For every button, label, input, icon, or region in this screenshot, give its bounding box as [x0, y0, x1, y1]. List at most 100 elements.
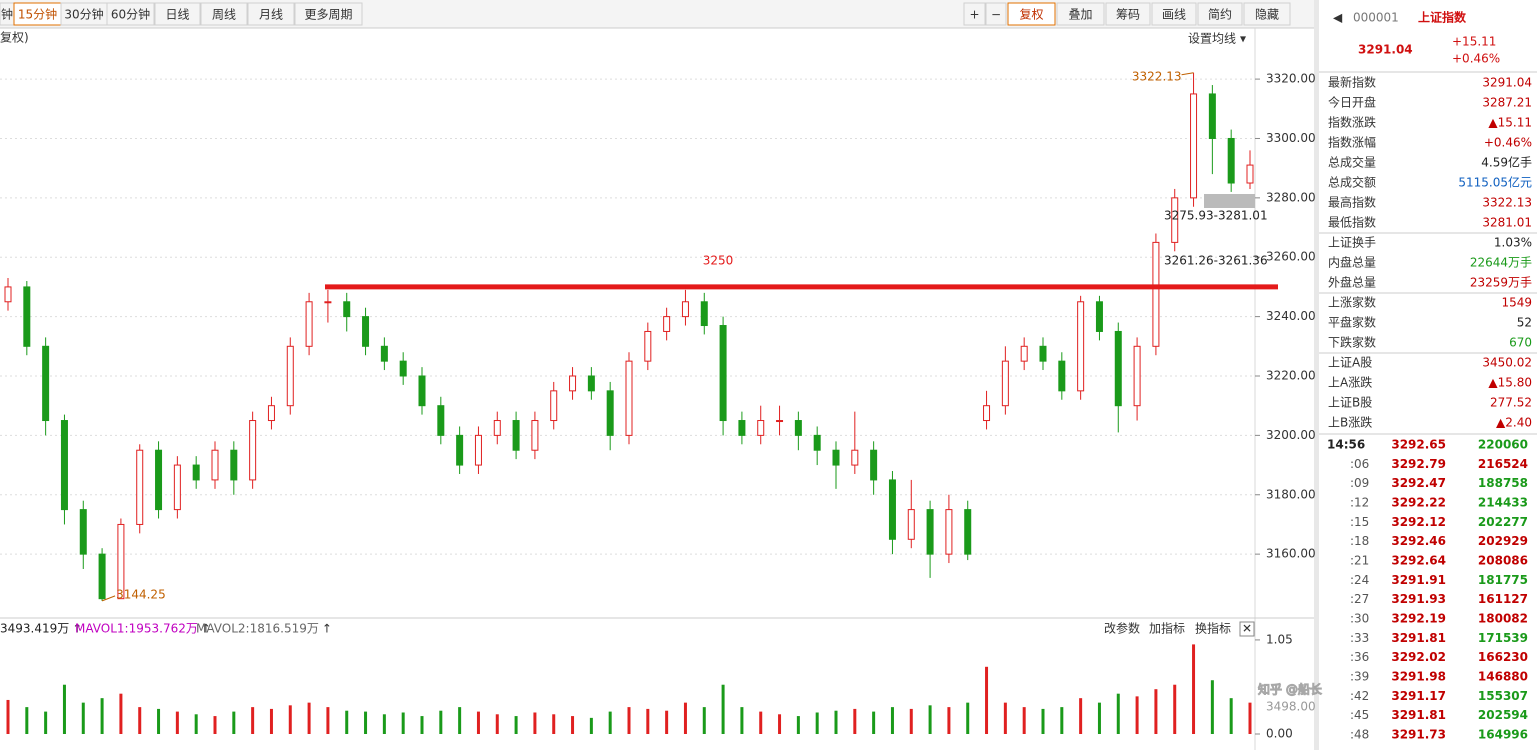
ma-settings[interactable]: 设置均线: [1188, 32, 1236, 46]
volume-tick-label: 1.05: [1266, 632, 1293, 646]
tick-price: 3292.64: [1391, 553, 1446, 567]
volume-bar: [589, 717, 593, 734]
tick-price: 3291.81: [1391, 631, 1446, 645]
period-tab[interactable]: [294, 2, 363, 26]
tool-button[interactable]: [1151, 2, 1197, 26]
tool-button[interactable]: [985, 2, 1007, 26]
volume-bar: [138, 707, 142, 734]
volume-bar: [269, 708, 273, 734]
tool-label[interactable]: 画线: [1162, 8, 1186, 22]
quote-name: 上证指数: [1418, 10, 1467, 25]
indicator-button[interactable]: 换指标: [1195, 621, 1231, 636]
info-label: 上证B股: [1328, 396, 1372, 410]
info-value: 5115.05亿元: [1458, 175, 1532, 190]
range-label: 3261.26-3261.36: [1164, 254, 1268, 268]
period-label[interactable]: 日线: [165, 8, 189, 22]
volume-bar: [928, 705, 932, 734]
tool-button[interactable]: [1243, 2, 1291, 26]
tick-volume: 181775: [1478, 573, 1528, 587]
volume-bar: [778, 714, 782, 734]
tick-price: 3292.79: [1391, 457, 1446, 471]
tool-button[interactable]: [1197, 2, 1243, 26]
candle-body: [249, 420, 257, 481]
tick-volume: 202594: [1478, 708, 1528, 722]
tool-button[interactable]: [1007, 2, 1056, 26]
legend-arrow: ↑: [322, 622, 332, 636]
candle-body: [606, 390, 614, 436]
tool-label[interactable]: +: [969, 8, 979, 22]
volume-bar: [740, 707, 744, 734]
tool-label[interactable]: 隐藏: [1255, 8, 1279, 22]
tick-volume: 202277: [1478, 515, 1528, 529]
volume-bar: [251, 707, 255, 734]
tool-label[interactable]: 复权: [1019, 8, 1043, 22]
close-box[interactable]: [1239, 621, 1255, 637]
y-tick-label: 3320.00: [1266, 72, 1316, 86]
info-value: 670: [1509, 336, 1532, 350]
y-tick-label: 3280.00: [1266, 190, 1316, 204]
volume-bar: [401, 712, 405, 734]
volume-bar: [1135, 696, 1139, 734]
quote-code: 000001: [1353, 11, 1399, 25]
candle-body: [1020, 345, 1028, 362]
period-label[interactable]: 30分钟: [64, 7, 103, 22]
resistance-label: 3250: [703, 253, 734, 267]
volume-legend: MAVOL2:1816.519万: [196, 622, 319, 636]
period-tab[interactable]: [154, 2, 201, 26]
range-label: 3275.93-3281.01: [1164, 209, 1268, 223]
candle-body: [719, 325, 727, 422]
candle-body: [625, 360, 633, 436]
volume-bar: [81, 702, 85, 734]
watermark: 知乎 @船长: [1258, 683, 1322, 697]
candle-body: [380, 345, 388, 362]
volume-bar: [1173, 684, 1177, 734]
indicator-button[interactable]: 加指标: [1149, 621, 1185, 636]
period-label[interactable]: 60分钟: [111, 7, 150, 22]
period-label[interactable]: 周线: [212, 8, 236, 22]
tool-label[interactable]: 筹码: [1116, 8, 1140, 22]
tool-label[interactable]: 叠加: [1068, 8, 1092, 22]
candle-body: [399, 360, 407, 377]
tool-button[interactable]: [1105, 2, 1151, 26]
volume-legend: MAVOL1:1953.762万: [75, 622, 198, 636]
volume-bar: [759, 711, 763, 734]
price-highlight: [1204, 194, 1255, 208]
close-icon[interactable]: ✕: [1242, 622, 1252, 636]
tick-price: 3291.91: [1391, 573, 1446, 587]
volume-bar: [966, 702, 970, 734]
tool-button[interactable]: [963, 2, 986, 26]
candle-body: [136, 449, 144, 525]
tool-button[interactable]: [1056, 2, 1105, 26]
candle-body: [738, 420, 746, 436]
tick-volume: 164996: [1478, 727, 1528, 741]
volume-bar: [288, 705, 292, 734]
tool-label[interactable]: 简约: [1208, 7, 1232, 22]
candle-body: [512, 420, 520, 451]
candle-body: [587, 375, 595, 392]
tool-label[interactable]: −: [991, 8, 1001, 22]
candle-body: [362, 316, 370, 347]
period-tab[interactable]: [200, 2, 248, 26]
period-label[interactable]: 15分钟: [18, 7, 57, 22]
volume-bar: [382, 714, 386, 734]
tick-volume: 180082: [1478, 611, 1528, 625]
candle-body: [757, 420, 765, 436]
candle-body: [211, 449, 219, 481]
period-label[interactable]: 钟: [1, 7, 13, 22]
period-label[interactable]: 更多周期: [304, 8, 352, 22]
volume-bar: [420, 716, 424, 734]
period-tab[interactable]: [247, 2, 295, 26]
period-tab[interactable]: [106, 2, 155, 26]
candle-body: [192, 464, 200, 481]
volume-bar: [1079, 698, 1083, 734]
indicator-button[interactable]: 改参数: [1104, 621, 1140, 636]
period-label[interactable]: 月线: [259, 8, 283, 22]
volume-bar: [6, 699, 10, 734]
candle-body: [1114, 330, 1122, 407]
candle-body: [1246, 164, 1254, 184]
info-label: 平盘家数: [1328, 315, 1376, 330]
prev-arrow[interactable]: ◀: [1333, 11, 1343, 25]
candle-body: [60, 420, 68, 511]
info-value: 22644万手: [1470, 256, 1532, 270]
